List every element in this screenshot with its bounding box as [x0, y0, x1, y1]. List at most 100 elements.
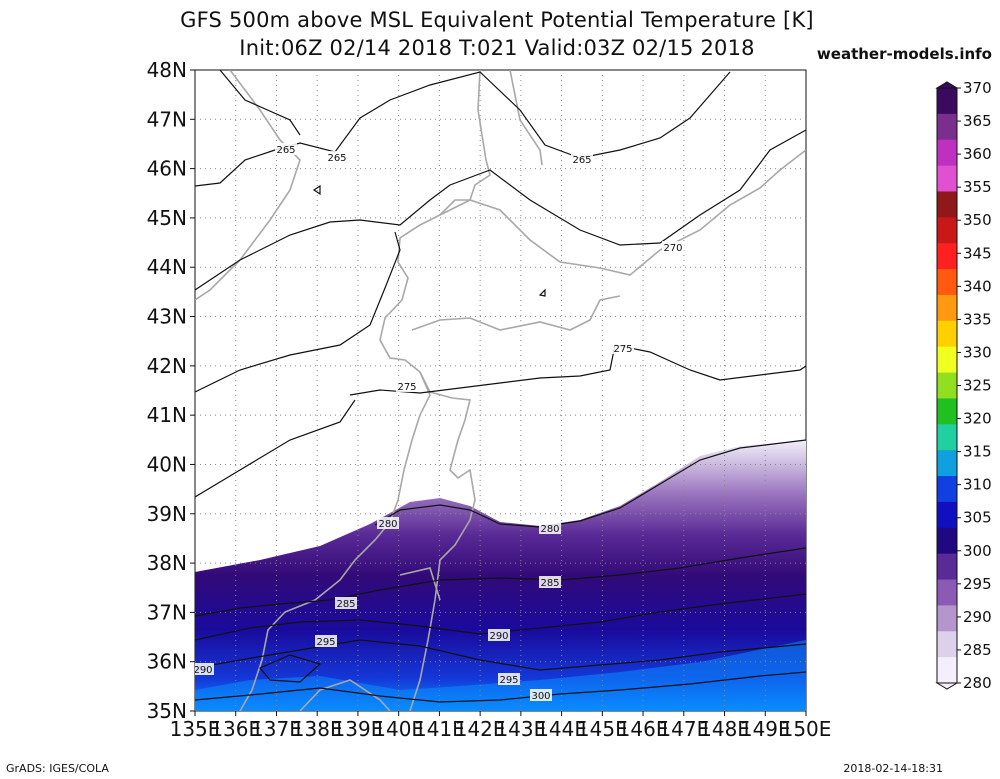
lat-label: 42N [147, 354, 187, 378]
svg-text:285: 285 [540, 578, 559, 589]
contour-label: 280 [539, 522, 561, 535]
lon-label: 149E [740, 717, 791, 741]
colorbar-swatch [937, 501, 957, 529]
colorbar-swatch [937, 398, 957, 425]
colorbar-swatch [937, 527, 957, 555]
lat-label: 37N [147, 600, 187, 624]
lon-label: 137E [251, 717, 302, 741]
lon-label: 135E [170, 717, 221, 741]
svg-text:285: 285 [336, 599, 355, 610]
lon-label: 143E [495, 717, 546, 741]
site-watermark[interactable]: weather-models.info [816, 45, 992, 63]
colorbar-level: 345 [963, 244, 992, 262]
grads-credit: GrADS: IGES/COLA [6, 762, 109, 775]
lat-label: 38N [147, 551, 187, 575]
colorbar-swatch [937, 88, 957, 115]
render-timestamp: 2018-02-14-18:31 [843, 762, 943, 775]
chart-subtitle: Init:06Z 02/14 2018 T:021 Valid:03Z 02/1… [239, 36, 755, 60]
colorbar: 370 365 360 355 350 345 340 335 330 325 320 315 310 3… [935, 79, 992, 692]
coastlines [195, 70, 806, 711]
lat-label: 45N [147, 206, 187, 230]
lon-label: 147E [658, 717, 709, 741]
lon-label: 139E [333, 717, 384, 741]
svg-text:295: 295 [499, 675, 518, 686]
contour-label: 270 [662, 241, 684, 254]
contour-labels: 265 265 265 270 275 275 280 280 285 285 290 290 295 2… [193, 143, 684, 702]
colorbar-swatch [937, 320, 957, 348]
latitude-labels: 48N 47N 46N 45N 44N 43N 42N 41N 40N 39N 38N 37N 36N 3… [147, 58, 195, 723]
colorbar-swatch [937, 269, 957, 296]
lon-label: 146E [618, 717, 669, 741]
contour-label: 275 [396, 380, 418, 393]
lat-label: 40N [147, 452, 187, 476]
contour-label: 280 [377, 517, 399, 530]
contour-label: 300 [530, 689, 552, 702]
svg-text:265: 265 [327, 153, 346, 164]
contour-label: 290 [488, 629, 510, 642]
lat-label: 47N [147, 107, 187, 131]
contour-label: 290 [193, 663, 214, 676]
svg-text:270: 270 [663, 243, 682, 254]
contour-label: 275 [612, 342, 634, 355]
colorbar-level: 355 [963, 178, 992, 196]
svg-text:280: 280 [540, 524, 559, 535]
colorbar-swatch [937, 139, 957, 167]
colorbar-swatch [937, 191, 957, 218]
lat-label: 46N [147, 157, 187, 181]
colorbar-swatch [937, 294, 957, 322]
colorbar-level: 285 [963, 641, 992, 659]
svg-text:295: 295 [316, 637, 335, 648]
colorbar-level: 340 [963, 277, 992, 295]
svg-text:265: 265 [276, 145, 295, 156]
colorbar-level: 360 [963, 145, 992, 163]
colorbar-level: 325 [963, 377, 992, 395]
colorbar-level: 280 [963, 674, 992, 692]
colorbar-swatch [937, 631, 957, 658]
lat-label: 36N [147, 650, 187, 674]
lon-label: 144E [536, 717, 587, 741]
colorbar-swatch [937, 579, 957, 606]
contour-label: 265 [275, 143, 297, 156]
lon-label: 150E [781, 717, 832, 741]
colorbar-level: 305 [963, 509, 992, 527]
warm-core-shading [195, 640, 806, 711]
colorbar-swatch [937, 243, 957, 270]
lon-label: 148E [699, 717, 750, 741]
svg-text:290: 290 [193, 665, 212, 676]
colorbar-swatch [937, 657, 957, 684]
lon-label: 140E [373, 717, 424, 741]
colorbar-level: 350 [963, 211, 992, 229]
colorbar-swatch [937, 553, 957, 581]
colorbar-swatch [937, 450, 957, 477]
colorbar-level: 320 [963, 410, 992, 428]
colorbar-swatch [937, 217, 957, 244]
svg-text:265: 265 [572, 155, 591, 166]
contour-label: 265 [571, 153, 593, 166]
colorbar-level: 315 [963, 443, 992, 461]
contour-label: 295 [498, 673, 520, 686]
colorbar-level: 330 [963, 343, 992, 361]
lat-lon-grid [195, 70, 806, 711]
colorbar-level: 335 [963, 310, 992, 328]
svg-text:300: 300 [531, 691, 550, 702]
colorbar-swatch [937, 372, 957, 399]
colorbar-swatch [937, 113, 957, 141]
contour-label: 265 [326, 151, 348, 164]
contour-label: 295 [315, 635, 337, 648]
colorbar-level: 300 [963, 542, 992, 560]
colorbar-swatch [937, 424, 957, 451]
colorbar-swatch [937, 346, 957, 374]
colorbar-level: 290 [963, 608, 992, 626]
colorbar-level: 310 [963, 476, 992, 494]
svg-text:275: 275 [613, 344, 632, 355]
svg-text:280: 280 [378, 519, 397, 530]
contour-label: 285 [539, 576, 561, 589]
lon-label: 138E [292, 717, 343, 741]
chart-title: GFS 500m above MSL Equivalent Potential … [180, 8, 814, 32]
lon-label: 141E [414, 717, 465, 741]
colorbar-level: 370 [963, 79, 992, 97]
lon-label: 142E [455, 717, 506, 741]
colorbar-swatch [937, 476, 957, 503]
svg-text:275: 275 [397, 382, 416, 393]
